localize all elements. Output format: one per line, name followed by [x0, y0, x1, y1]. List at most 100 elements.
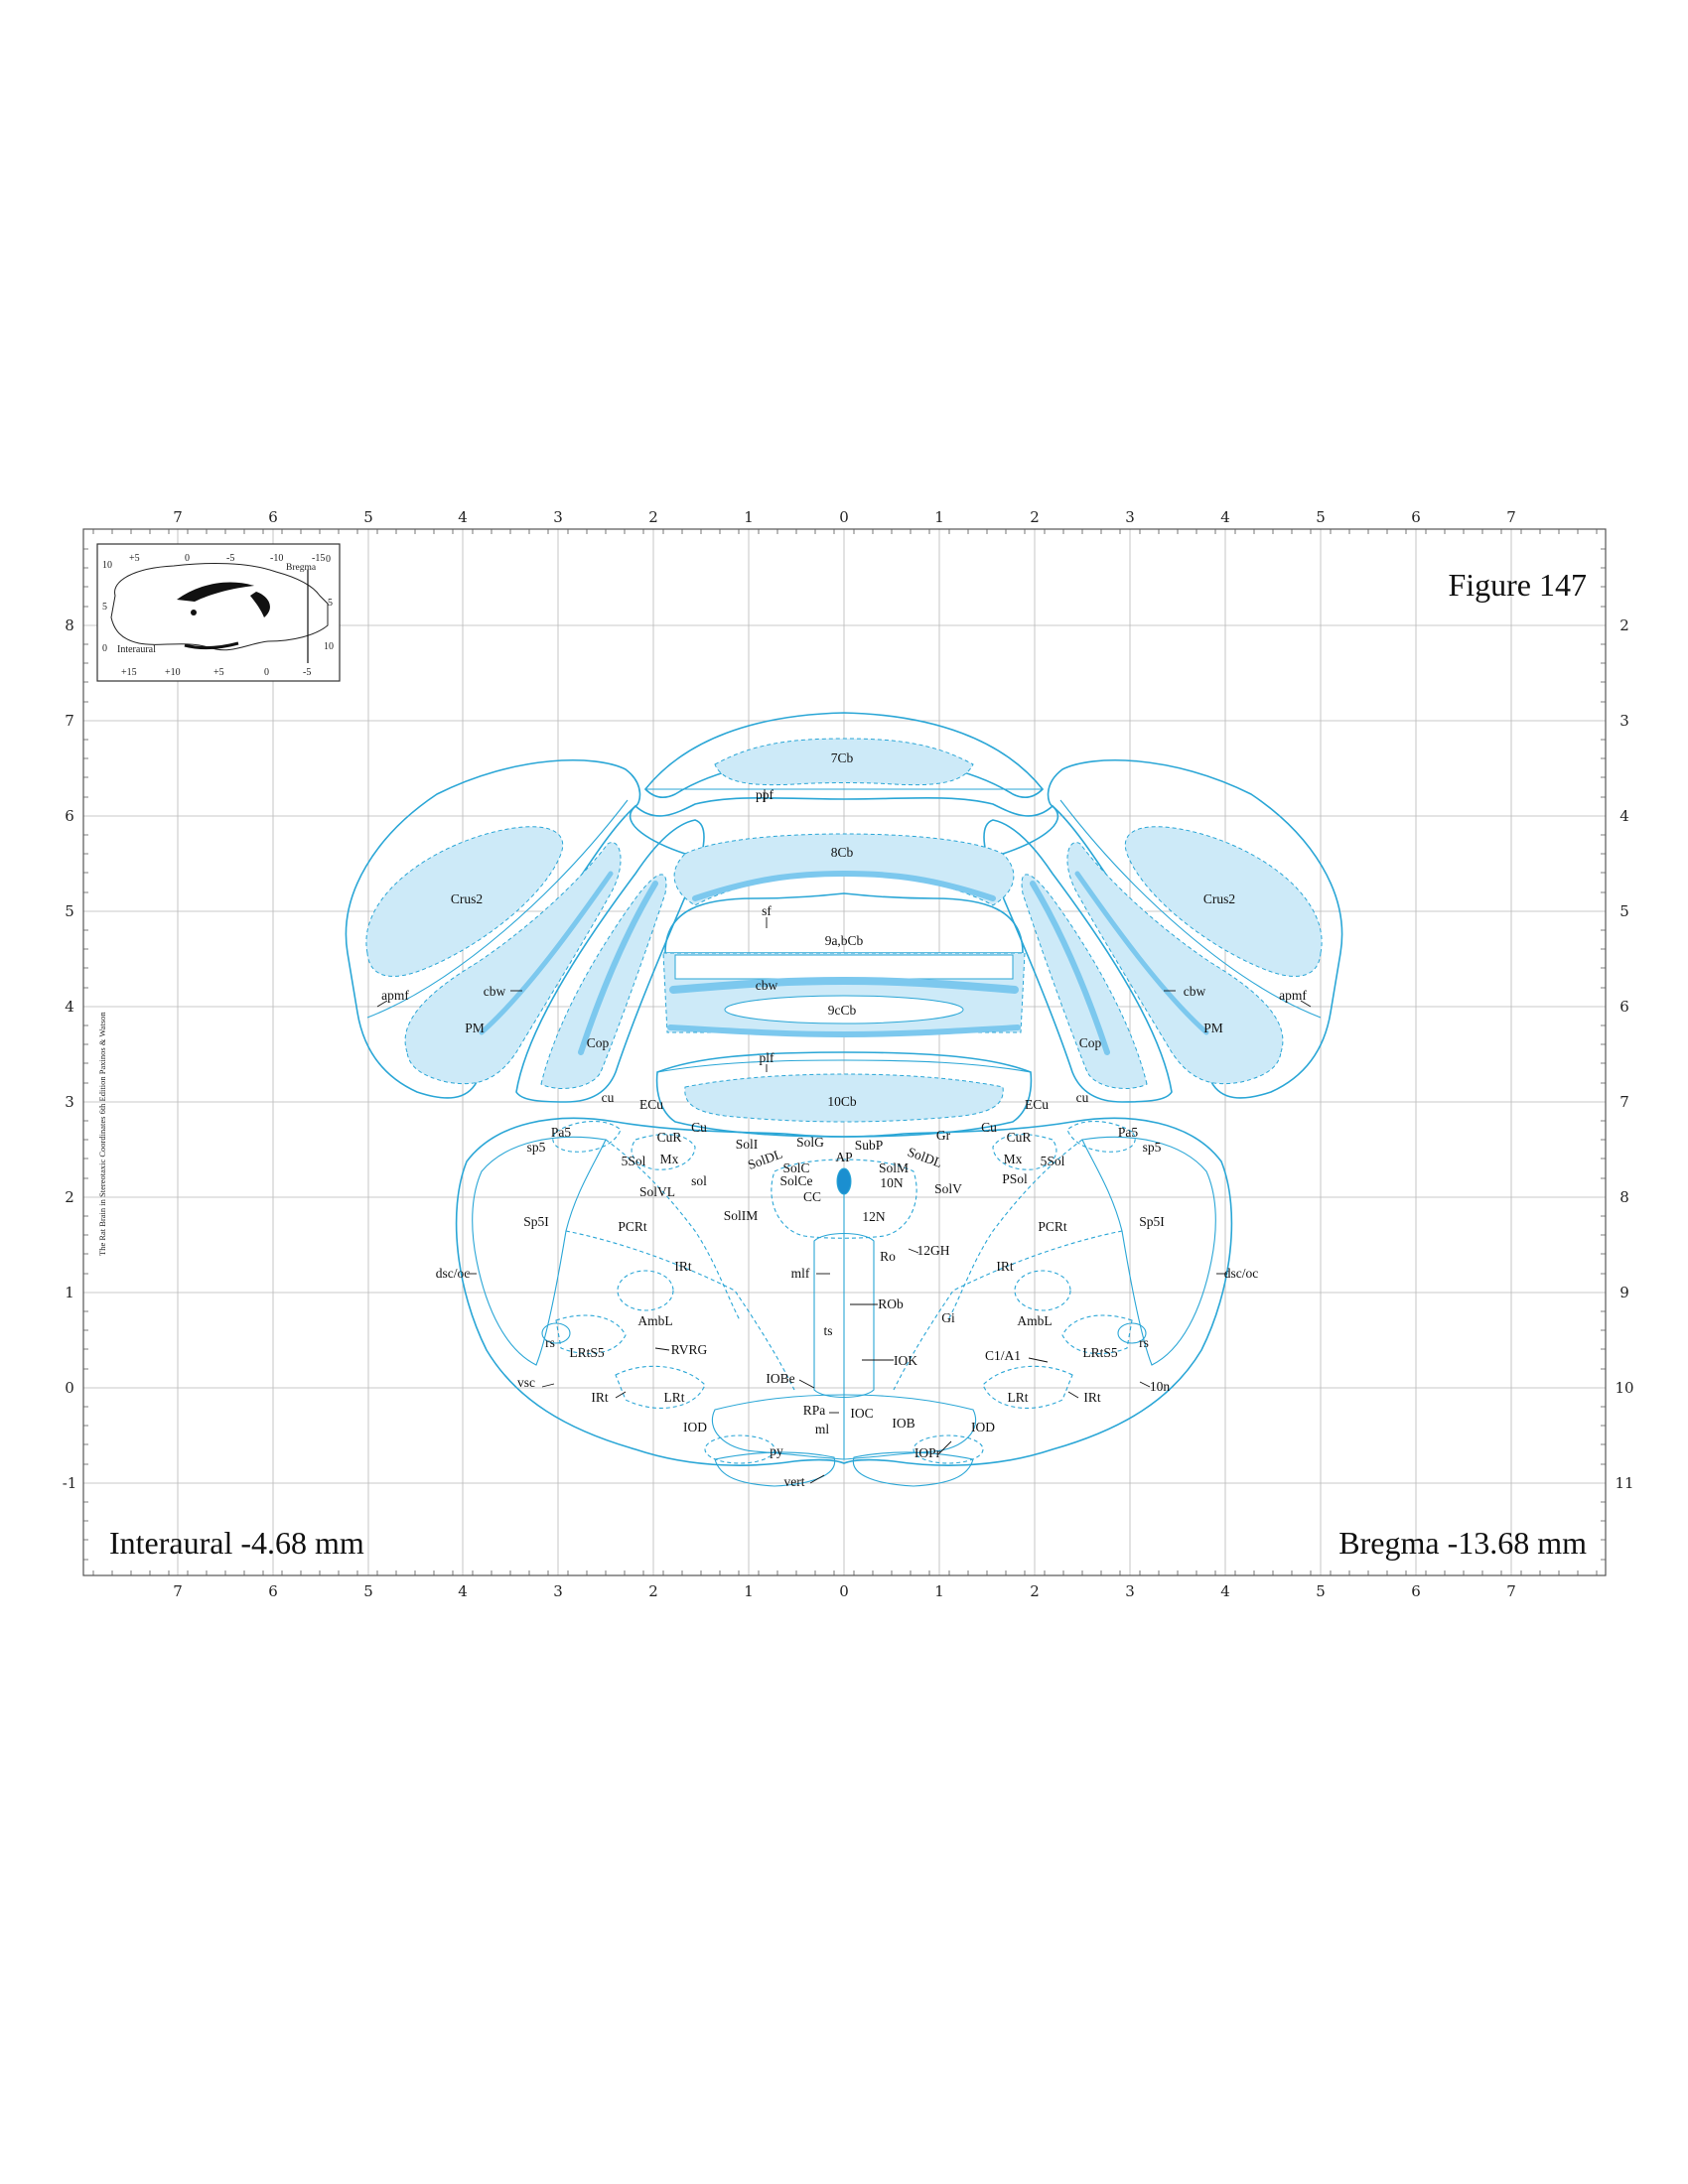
inset-tick: +5 [129, 553, 140, 564]
label-irt-lower-left: IRt [591, 1390, 609, 1405]
10cb-area [684, 1073, 1004, 1123]
cop-left-band [578, 881, 658, 1055]
label-lrt-right: LRt [1007, 1390, 1028, 1405]
inset-tick: 0 [185, 553, 190, 564]
label-crus2-left: Crus2 [451, 891, 483, 906]
inset-tick: +10 [165, 667, 181, 678]
tick-label: 6 [268, 508, 278, 526]
right-cbw-band [1074, 871, 1209, 1035]
label-mx-left: Mx [660, 1152, 679, 1166]
tick-label: 3 [1619, 712, 1629, 730]
inset-tick: 10 [102, 560, 112, 571]
figure-title: Figure 147 [1448, 567, 1587, 603]
label-py: py [770, 1443, 783, 1458]
tick-label: 0 [65, 1379, 74, 1397]
inset-tick: -10 [270, 553, 283, 564]
tick-label: 6 [65, 807, 74, 825]
label-iob: IOB [892, 1416, 914, 1431]
label-solce: SolCe [779, 1173, 812, 1188]
structure-labels: 7Cb ppf 8Cb sf 9a,bCb cbw 9cCb plf 10Cb … [381, 751, 1307, 1489]
label-cbw-right: cbw [1184, 984, 1206, 999]
inset-tick: +5 [213, 667, 224, 678]
pm-left-area [404, 842, 622, 1085]
label-solm: SolM [879, 1160, 909, 1175]
tick-label: 7 [1506, 508, 1516, 526]
cop-left-area [540, 874, 667, 1089]
label-sp5-right: sp5 [1143, 1140, 1162, 1155]
label-solim: SolIM [724, 1208, 759, 1223]
label-sf: sf [762, 903, 772, 918]
ecu-right-outline [992, 1134, 1057, 1170]
tick-label: 6 [268, 1582, 278, 1600]
inset-bregma-label: Bregma [286, 563, 317, 573]
tick-label: 5 [65, 902, 74, 920]
inset-brain-outline [110, 563, 329, 651]
crus2-left-area [365, 826, 564, 977]
figure-frame [82, 528, 1607, 1576]
tick-label: 3 [553, 508, 563, 526]
tick-label: 1 [744, 508, 754, 526]
label-cop-left: Cop [587, 1035, 610, 1050]
lrt-left-outline [615, 1365, 706, 1409]
tick-label: 7 [173, 1582, 183, 1600]
label-dscoc-right: dsc/oc [1224, 1266, 1259, 1281]
medulla-outline [455, 1117, 1233, 1466]
iod-right-outline [913, 1434, 984, 1464]
label-lrts5-right: LRtS5 [1082, 1345, 1118, 1360]
left-internal-boundary [605, 1139, 741, 1321]
rs-left-outline [541, 1322, 571, 1344]
label-10cb: 10Cb [827, 1094, 857, 1109]
label-apmf-left: apmf [381, 988, 409, 1003]
inset-hippocampus-shape [250, 592, 270, 617]
label-ecu-right: ECu [1025, 1097, 1049, 1112]
tick-label: 5 [1316, 1582, 1326, 1600]
axis-left: 8 7 6 5 4 3 2 1 0 -1 [63, 616, 77, 1492]
label-5sol-left: 5Sol [622, 1154, 646, 1168]
tick-label: 4 [1619, 807, 1629, 825]
cop-right-area [1021, 874, 1148, 1089]
9ab-white-band [674, 954, 1014, 980]
label-cc: CC [803, 1189, 821, 1204]
label-cu-tract-left: cu [602, 1090, 615, 1105]
axis-top: 7 6 5 4 3 2 1 0 1 2 3 4 5 6 7 [173, 508, 1516, 526]
label-ml: ml [815, 1422, 830, 1436]
py-left-outline [714, 1451, 836, 1487]
tick-label: 6 [1411, 1582, 1421, 1600]
label-vert: vert [784, 1474, 805, 1489]
label-cur-right: CuR [1007, 1130, 1032, 1145]
inset-tick: -15 [312, 553, 325, 564]
label-irt-right: IRt [996, 1259, 1014, 1274]
tick-label: 4 [1220, 1582, 1230, 1600]
tick-label: 5 [1619, 902, 1629, 920]
label-lrt-left: LRt [663, 1390, 684, 1405]
tick-label: 4 [65, 998, 74, 1016]
9ccb-inner-ellipse [724, 995, 964, 1024]
cerebellum [345, 712, 1343, 1138]
tick-label: 3 [553, 1582, 563, 1600]
label-pcrt-right: PCRt [1038, 1219, 1067, 1234]
plf-fissure-line [656, 1059, 1032, 1073]
tick-label: 7 [1506, 1582, 1516, 1600]
vermis-9ab-lobule [664, 892, 1024, 954]
label-rs-left: rs [545, 1335, 555, 1350]
label-solg: SolG [796, 1135, 824, 1150]
7cb-area [714, 738, 974, 786]
tick-label: 5 [363, 1582, 373, 1600]
right-hemisphere-lobe [1047, 759, 1343, 1099]
tick-label: -1 [63, 1474, 77, 1492]
cbw-central-band [669, 976, 1019, 994]
ambl-left-outline [617, 1270, 674, 1311]
label-solvl: SolVL [639, 1184, 675, 1199]
inset-ventricle-shape [177, 582, 254, 602]
label-mx-right: Mx [1004, 1152, 1023, 1166]
left-pcrt-boundary [565, 1230, 795, 1391]
tick-label: 7 [1619, 1093, 1629, 1111]
lrts5-left-outline [555, 1314, 627, 1355]
label-ambl-left: AmbL [637, 1313, 672, 1328]
8cb-area [673, 833, 1015, 906]
label-iopr: IOPr [914, 1445, 941, 1460]
tick-label: 8 [1619, 1188, 1629, 1206]
label-iod-left: IOD [683, 1420, 707, 1434]
label-sp5i-left: Sp5I [523, 1214, 549, 1229]
sp5i-left-region [472, 1136, 607, 1366]
